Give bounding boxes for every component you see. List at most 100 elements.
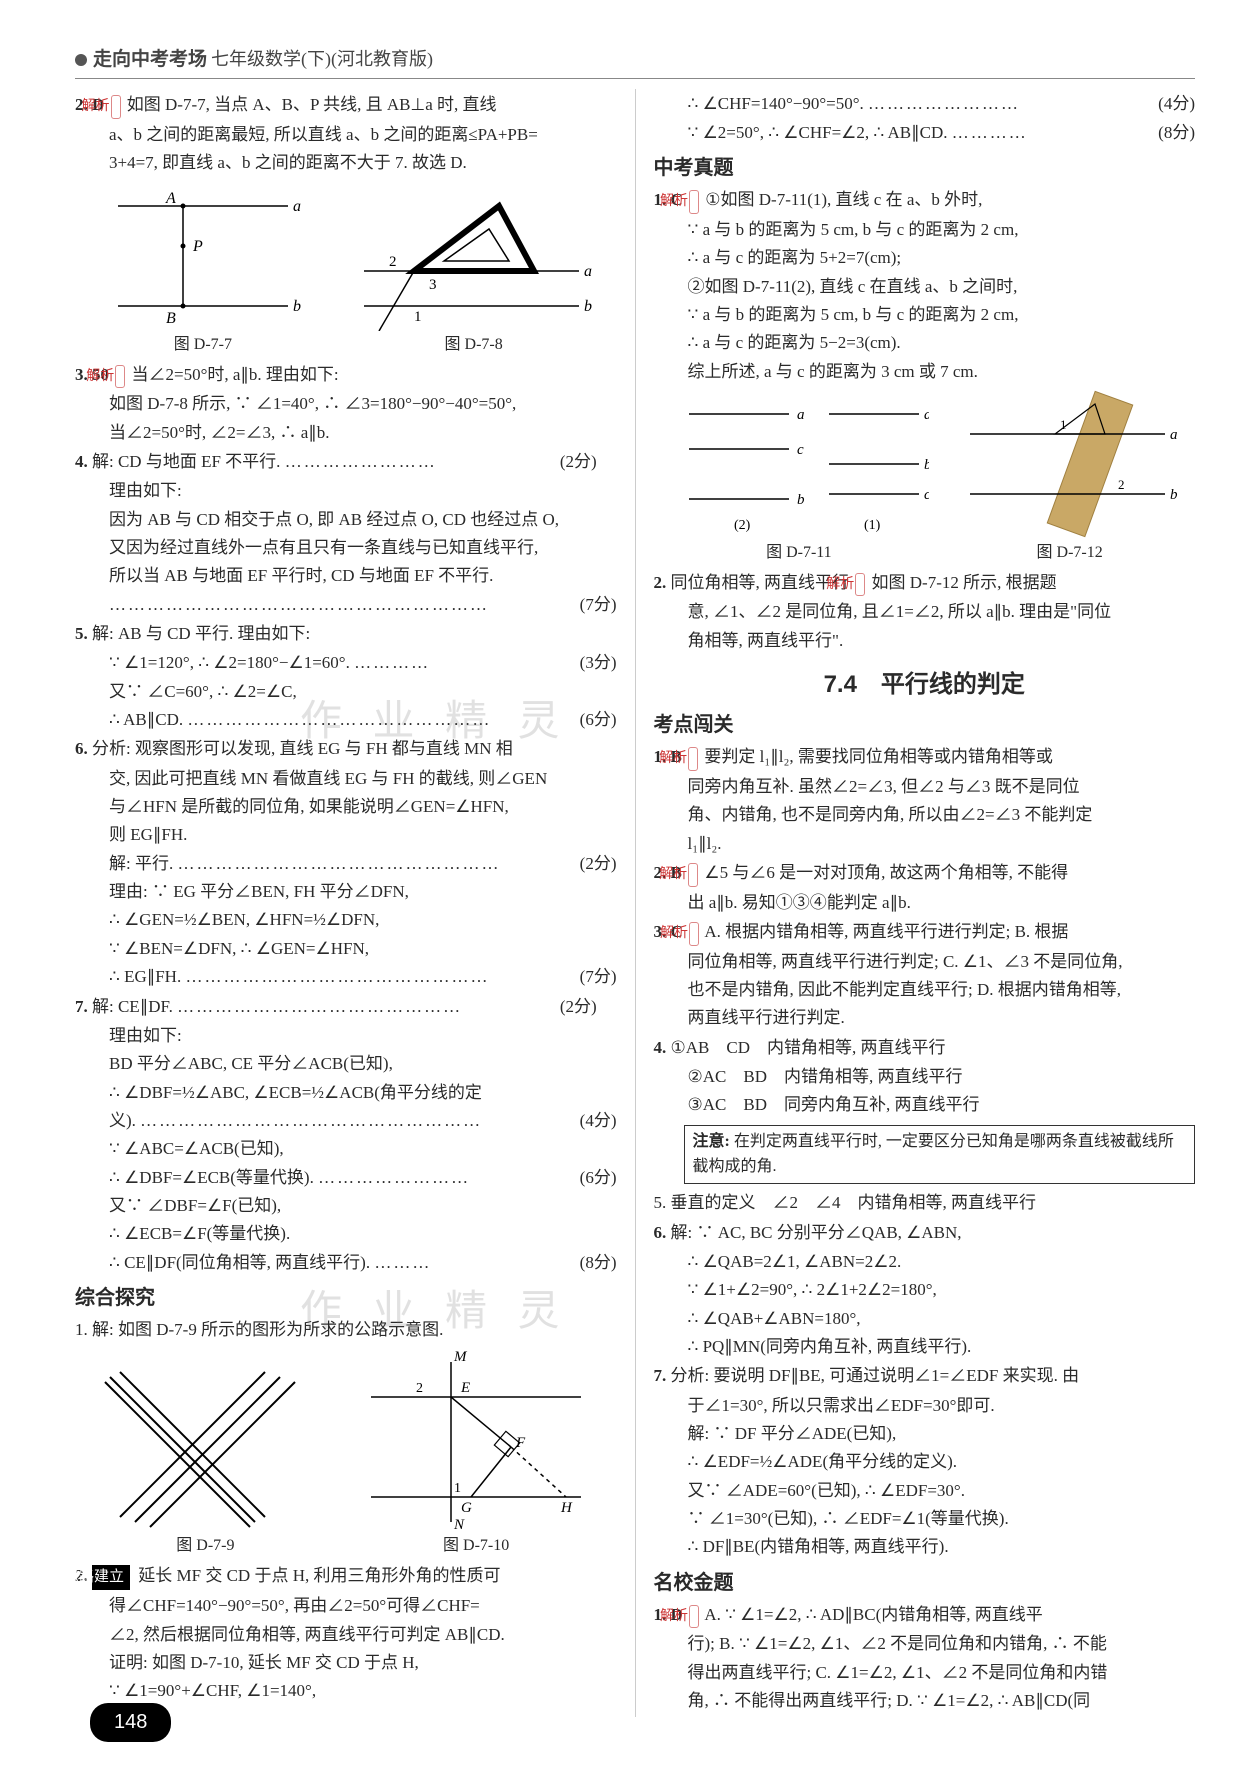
section-zhongkao: 中考真题 (654, 153, 1196, 184)
note-box: 注意: 在判定两直线平行时, 一定要区分已知角是哪两条直线被截线所截构成的角. (684, 1125, 1196, 1185)
svg-text:c: c (924, 487, 929, 503)
q7: 7. 解: CE∥DF. ……………………………………… (2分) (75, 994, 617, 1020)
text: BD 平分∠ABC, CE 平分∠ACB(已知), (75, 1051, 617, 1077)
zh-2: 2. 思路建立 延长 MF 交 CD 于点 H, 利用三角形外角的性质可 (75, 1563, 617, 1590)
text: 延长 MF 交 CD 于点 H, 利用三角形外角的性质可 (138, 1566, 500, 1585)
text: ∴ ∠DBF=∠ECB(等量代换). …………………… (6分) (75, 1165, 617, 1191)
text: ∵ ∠1=30°(已知), ∴ ∠EDF=∠1(等量代换). (654, 1506, 1196, 1532)
score: (6分) (580, 1165, 617, 1191)
score: (2分) (580, 851, 617, 877)
kd-1: 1. B 解析 要判定 l₁∥l₂, 需要找同位角相等或内错角相等或 (654, 744, 1196, 771)
text: 解: ∵ DF 平分∠ADE(已知), (654, 1421, 1196, 1447)
text: ∠5 与∠6 是一对对顶角, 故这两个角相等, 不能得 (704, 863, 1068, 882)
strategy-tag: 思路建立 (92, 1565, 130, 1590)
text: l₁∥l₂. (654, 831, 1196, 857)
fig-cap: 图 D-7-10 (356, 1534, 596, 1559)
tag-analysis: 解析 (689, 190, 699, 214)
column-divider (635, 89, 636, 1716)
q5: 5. 解: AB 与 CD 平行. 理由如下: (75, 621, 617, 647)
fig-cap: 图 D-7-9 (95, 1534, 315, 1559)
lab-2: 2 (416, 1381, 423, 1396)
text: 得出两直线平行; C. ∠1=∠2, ∠1、∠2 不是同位角和内错 (654, 1660, 1196, 1686)
lab-P: P (192, 238, 203, 255)
note-label: 注意: (693, 1133, 730, 1150)
fig-d78: a b 2 3 1 图 D-7-8 (354, 181, 594, 358)
figure-row: a b A P B 图 D-7-7 a b 2 3 (75, 181, 617, 358)
text: ∵ ∠1=120°, ∴ ∠2=180°−∠1=60°. (109, 653, 354, 672)
q4-num: 4. (75, 452, 92, 471)
lab-3: 3 (429, 277, 437, 293)
text: 义). ……………………………………………… (4分) (75, 1108, 617, 1134)
tag-analysis: 解析 (111, 95, 121, 119)
text: ∴ EG∥FH. (109, 967, 185, 986)
dots: ………………………………………… (185, 967, 489, 986)
lab-b: b (797, 492, 805, 508)
tag-analysis: 解析 (115, 365, 125, 389)
lab-N: N (453, 1517, 465, 1532)
text: 3+4=7, 即直线 a、b 之间的距离不大于 7. 故选 D. (75, 150, 617, 176)
score: (7分) (580, 964, 617, 990)
text: ∠2, 然后根据同位角相等, 两直线平行可判定 AB∥CD. (75, 1622, 617, 1648)
score: (8分) (1158, 120, 1195, 146)
section-74: 7.4 平行线的判定 (654, 666, 1196, 703)
text: 如图 D-7-7, 当点 A、B、P 共线, 且 AB⊥a 时, 直线 (127, 95, 497, 114)
dots: ………… (354, 653, 430, 672)
q5-num: 5. (75, 624, 92, 643)
q4: 4. 解: CD 与地面 EF 不平行. …………………… (2分) (75, 449, 617, 475)
score: (6分) (580, 707, 617, 733)
score: (2分) (594, 449, 617, 475)
zh-1: 1. 解: 如图 D-7-9 所示的图形为所求的公路示意图. (75, 1317, 617, 1343)
text: 同位角相等, 两直线平行进行判定; C. ∠1、∠3 不是同位角, (654, 949, 1196, 975)
lab-b: b (1170, 487, 1178, 503)
svg-text:(1): (1) (864, 518, 881, 533)
text: 分析: 观察图形可以发现, 直线 EG 与 FH 都与直线 MN 相 (92, 739, 513, 758)
num: 2. (654, 573, 671, 592)
text: 分析: 要说明 DF∥BE, 可通过说明∠1=∠EDF 来实现. 由 (671, 1366, 1080, 1385)
text: ∴ EG∥FH. ………………………………………… (7分) (75, 964, 617, 990)
text: ∴ AB∥CD. (109, 710, 187, 729)
section-kaodian: 考点闯关 (654, 710, 1196, 741)
text: ②如图 D-7-11(2), 直线 c 在直线 a、b 之间时, (654, 274, 1196, 300)
text: ∵ ∠1+∠2=90°, ∴ 2∠1+2∠2=180°, (654, 1277, 1196, 1303)
zk-2: 2. 同位角相等, 两直线平行 解析 如图 D-7-12 所示, 根据题 (654, 570, 1196, 597)
kd-7: 7. 分析: 要说明 DF∥BE, 可通过说明∠1=∠EDF 来实现. 由 (654, 1363, 1196, 1389)
lab-1: 1 (1060, 417, 1067, 432)
text: 则 EG∥FH. (75, 822, 617, 848)
lab-H: H (560, 1500, 573, 1516)
dots: …………………………………………………… (109, 595, 489, 614)
brand-title: 走向中考考场 (93, 45, 207, 74)
text: 交, 因此可把直线 MN 看做直线 EG 与 FH 的截线, 则∠GEN (75, 766, 617, 792)
brand-sub: 七年级数学(下)(河北教育版) (211, 46, 433, 74)
svg-text:b: b (924, 457, 929, 473)
lab-b: b (293, 298, 301, 315)
fig-d712: a b 1 2 图 D-7-12 (960, 389, 1180, 566)
lab-c: c (797, 442, 804, 458)
num: 4. (654, 1038, 671, 1057)
lab-a: a (797, 407, 805, 423)
dots: …………………… (868, 94, 1020, 113)
text: 角, ∴ 不能得出两直线平行; D. ∵ ∠1=∠2, ∴ AB∥CD(同 (654, 1688, 1196, 1714)
text: 理由: ∵ EG 平分∠BEN, FH 平分∠DFN, (75, 879, 617, 905)
text: ∵ ∠ABC=∠ACB(已知), (75, 1136, 617, 1162)
lab-2: 2 (389, 254, 397, 270)
lab-a: a (584, 263, 592, 280)
num: 6. (654, 1223, 671, 1242)
q7-num: 7. (75, 997, 92, 1016)
text: 要判定 l₁∥l₂, 需要找同位角相等或内错角相等或 (704, 747, 1053, 766)
text: 意, ∠1、∠2 是同位角, 且∠1=∠2, 所以 a∥b. 理由是"同位 (654, 599, 1196, 625)
lab-E: E (460, 1380, 470, 1396)
text: 又∵ ∠DBF=∠F(已知), (75, 1193, 617, 1219)
page-header: 走向中考考场 七年级数学(下)(河北教育版) (75, 45, 1195, 79)
kd-5: 5. 垂直的定义 ∠2 ∠4 内错角相等, 两直线平行 (654, 1190, 1196, 1216)
text: 又因为经过直线外一点有且只有一条直线与已知直线平行, (75, 535, 617, 561)
section-mingxiao: 名校金题 (654, 1568, 1196, 1599)
kd-3: 3. C 解析 A. 根据内错角相等, 两直线平行进行判定; B. 根据 (654, 919, 1196, 946)
text: 同旁内角互补. 虽然∠2=∠3, 但∠2 与∠3 既不是同位 (654, 774, 1196, 800)
text: ∴ ∠CHF=140°−90°=50°. …………………… (4分) (654, 91, 1196, 117)
text: ∴ a 与 c 的距离为 5+2=7(cm); (654, 245, 1196, 271)
score: (7分) (580, 592, 617, 618)
text: 角相等, 两直线平行". (654, 628, 1196, 654)
dots: ……… (374, 1253, 431, 1272)
lab-a: a (293, 198, 301, 215)
text: 行); B. ∵ ∠1=∠2, ∠1、∠2 不是同位角和内错角, ∴ 不能 (654, 1631, 1196, 1657)
